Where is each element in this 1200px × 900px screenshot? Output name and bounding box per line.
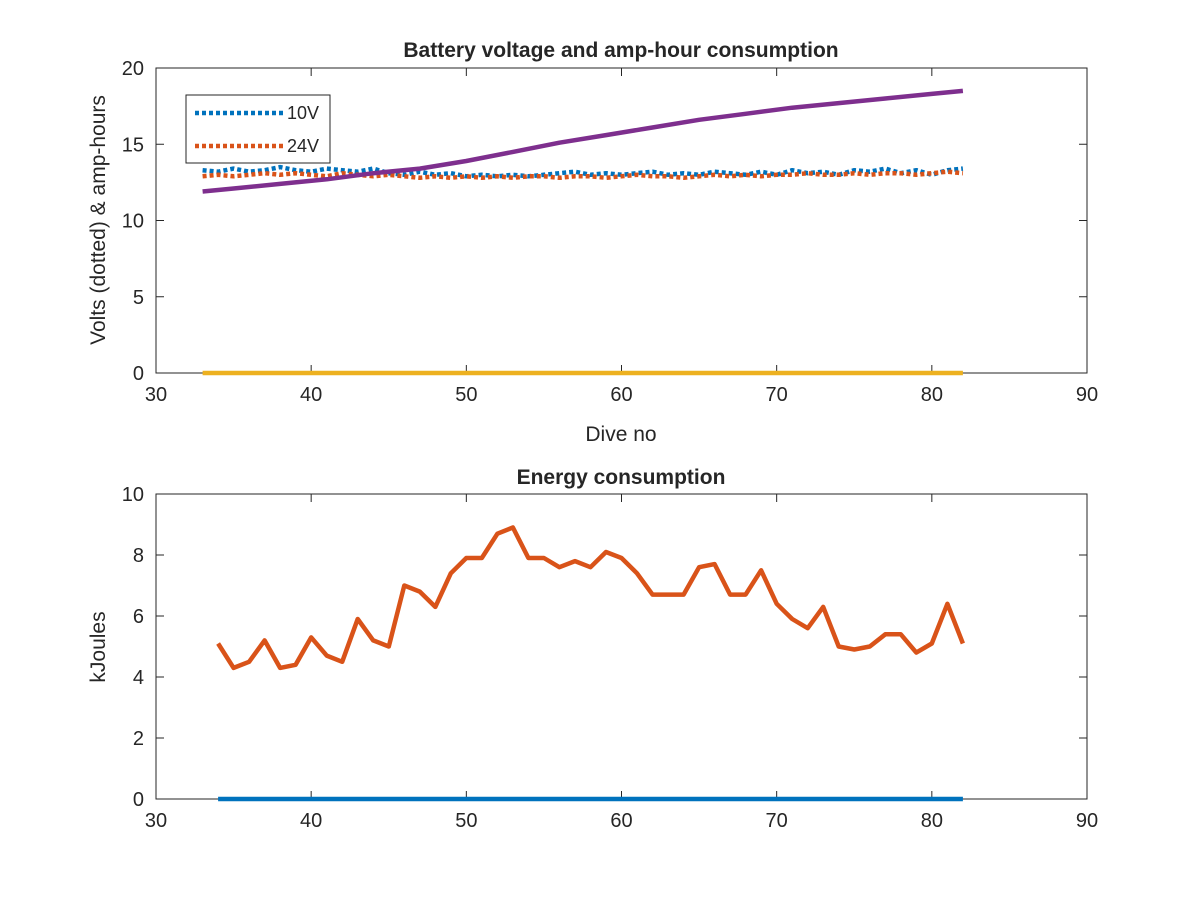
y-tick-label: 15 <box>122 134 144 156</box>
axis-ticks: 30 40 50 60 70 80 90 0 5 10 15 20 <box>122 58 1098 406</box>
y-tick-label: 0 <box>133 789 144 811</box>
series-layer <box>216 525 965 802</box>
y-tick-label: 2 <box>133 728 144 750</box>
y-axis-label: Volts (dotted) & amp-hours <box>87 95 110 345</box>
y-tick-label: 0 <box>133 363 144 385</box>
y-tick-label: 10 <box>122 484 144 506</box>
x-tick-label: 40 <box>300 384 322 406</box>
x-tick-label: 30 <box>145 810 167 832</box>
legend-box <box>185 94 331 164</box>
energy-panel: Energy consumption kJoules 30 40 50 60 70 80 9… <box>87 466 1098 832</box>
voltage-amphour-panel: Battery voltage and amp-hour consumption… <box>87 39 1098 446</box>
y-tick-label: 4 <box>133 667 144 689</box>
x-tick-label: 60 <box>610 810 632 832</box>
y-tick-label: 8 <box>133 545 144 567</box>
y-tick-label: 6 <box>133 606 144 628</box>
series-layer <box>202 88 964 376</box>
x-tick-label: 50 <box>455 810 477 832</box>
series-line-10v <box>202 164 964 179</box>
x-tick-label: 40 <box>300 810 322 832</box>
x-tick-label: 60 <box>610 384 632 406</box>
x-tick-label: 70 <box>766 384 788 406</box>
legend-label-24v: 24V <box>287 136 319 156</box>
y-axis-label: kJoules <box>87 611 110 682</box>
x-tick-label: 30 <box>145 384 167 406</box>
y-tick-label: 20 <box>122 58 144 80</box>
y-tick-label: 5 <box>133 287 144 309</box>
series-line-1 <box>216 525 965 671</box>
x-tick-label: 80 <box>921 810 943 832</box>
x-tick-label: 70 <box>766 810 788 832</box>
y-tick-label: 10 <box>122 211 144 233</box>
chart-title: Energy consumption <box>517 466 726 489</box>
plot-area <box>155 493 1088 800</box>
axis-ticks: 30 40 50 60 70 80 90 0 2 4 6 8 10 <box>122 484 1098 832</box>
x-tick-label: 50 <box>455 384 477 406</box>
legend-label-10v: 10V <box>287 103 319 123</box>
x-axis-label: Dive no <box>585 423 656 446</box>
series-line-3 <box>202 88 964 194</box>
x-tick-label: 90 <box>1076 810 1098 832</box>
chart-title: Battery voltage and amp-hour consumption <box>403 39 838 62</box>
x-tick-label: 90 <box>1076 384 1098 406</box>
legend: 10V 24V <box>185 94 331 164</box>
x-tick-label: 80 <box>921 384 943 406</box>
series-line-24v <box>202 169 964 181</box>
